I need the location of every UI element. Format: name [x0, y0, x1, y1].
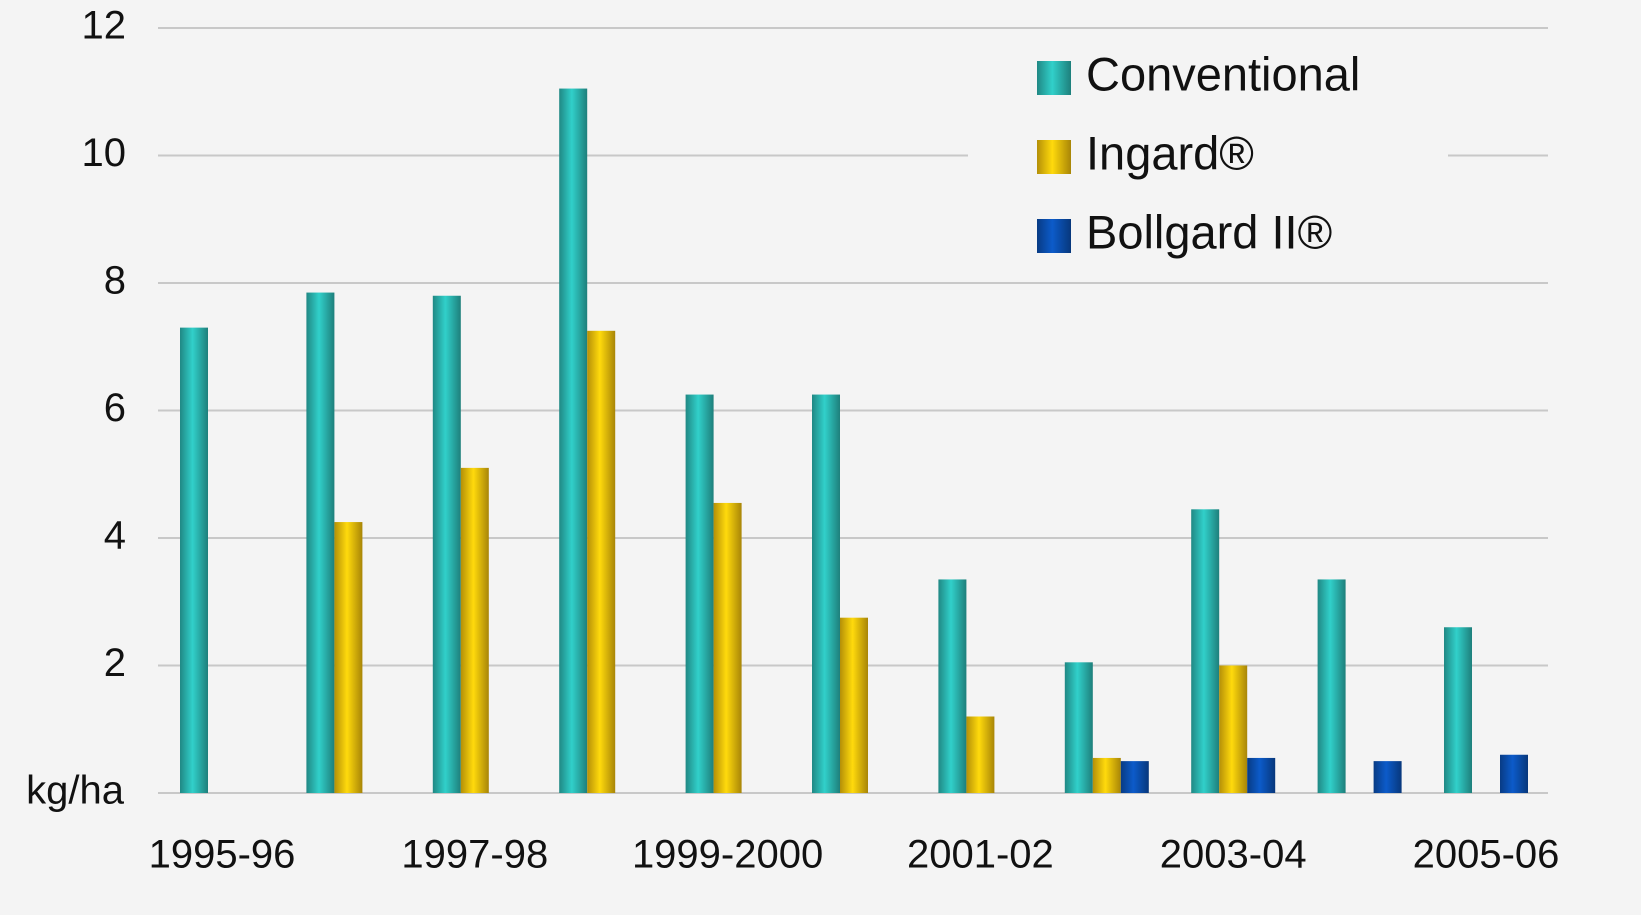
y-tick-label: 2	[104, 641, 126, 685]
bar	[587, 330, 616, 793]
x-tick-label: 2005-06	[1413, 833, 1560, 877]
y-tick-label: 4	[104, 514, 126, 558]
bar	[713, 502, 742, 793]
bar	[812, 394, 840, 793]
legend-label: Conventional	[1086, 47, 1360, 100]
y-tick-label: 6	[104, 386, 126, 430]
bar	[306, 292, 335, 793]
bar	[1120, 761, 1149, 793]
y-tick-label: 12	[82, 4, 127, 48]
bar	[1247, 757, 1276, 793]
bar	[1444, 627, 1472, 793]
x-tick-label: 1999-2000	[632, 833, 823, 877]
x-tick-label: 1995-96	[149, 833, 296, 877]
legend-swatch	[1037, 61, 1071, 95]
bar	[1317, 579, 1346, 793]
bar	[334, 522, 363, 793]
bar	[840, 617, 868, 793]
legend-label: Ingard®	[1086, 126, 1254, 179]
bar	[180, 327, 208, 793]
bar	[1219, 665, 1248, 793]
bar	[460, 467, 489, 793]
bar	[559, 88, 588, 793]
y-tick-label: 10	[82, 131, 127, 175]
x-tick-label: 1997-98	[401, 833, 548, 877]
bar	[1500, 754, 1528, 793]
bar	[938, 579, 967, 793]
x-tick-label: 2001-02	[907, 833, 1054, 877]
bar	[1373, 761, 1402, 793]
legend-swatch	[1037, 219, 1071, 253]
y-tick-label: 8	[104, 259, 126, 303]
bar	[685, 394, 714, 793]
x-tick-label: 2003-04	[1160, 833, 1307, 877]
y-tick-label: kg/ha	[26, 769, 125, 813]
bar	[432, 295, 461, 793]
bar	[1092, 757, 1121, 793]
bar	[966, 716, 995, 793]
legend-swatch	[1037, 140, 1071, 174]
bar	[1064, 662, 1093, 793]
bar	[1191, 509, 1220, 793]
legend-label: Bollgard II®	[1086, 205, 1332, 258]
